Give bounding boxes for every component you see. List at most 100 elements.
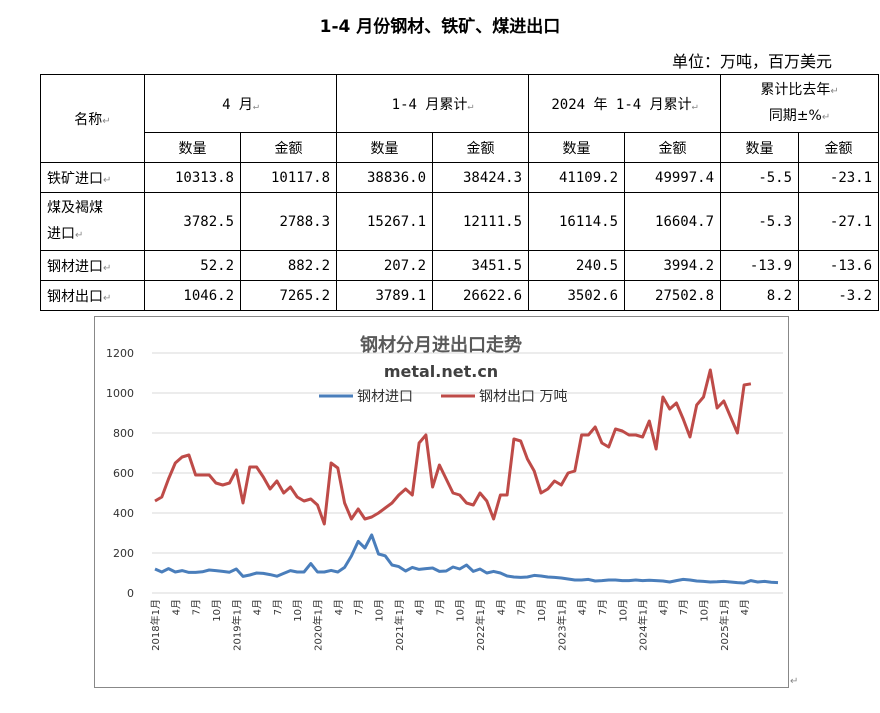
header-last-year: 2024 年 1-4 月累计↵ <box>528 74 722 133</box>
x-tick-label: 7月 <box>353 599 365 615</box>
header-month: 4 月↵ <box>143 74 338 133</box>
y-tick-label: 1200 <box>106 347 134 360</box>
cell: 16114.5 <box>528 192 626 251</box>
cell: -13.6 <box>798 250 880 281</box>
sub-qty: 数量 <box>144 132 241 163</box>
cell: 15267.1 <box>336 192 434 251</box>
sub-qty: 数量 <box>528 132 626 163</box>
x-tick-label: 2018年1月 <box>149 599 162 651</box>
header-cumulative: 1-4 月累计↵ <box>336 74 530 133</box>
line-chart: 0 200 400 600 800 1000 1200 钢材分月进出口走势 metal.net.… <box>106 334 783 651</box>
x-tick-label: 7月 <box>597 599 609 615</box>
sub-qty: 数量 <box>336 132 434 163</box>
cell: -5.5 <box>720 162 800 193</box>
paragraph-mark: ↵ <box>790 676 799 687</box>
sub-qty: 数量 <box>720 132 800 163</box>
sub-amt: 金额 <box>624 132 722 163</box>
x-tick-label: 10月 <box>455 599 467 622</box>
cell: 240.5 <box>528 250 626 281</box>
cell: -13.9 <box>720 250 800 281</box>
cell: 7265.2 <box>239 280 338 311</box>
x-tick-label: 2025年1月 <box>718 599 731 651</box>
cell: 207.2 <box>336 250 434 281</box>
table-row: 铁矿进口↵ 10313.8 10117.8 38836.0 38424.3 41… <box>40 162 880 193</box>
x-tick-label: 7月 <box>516 599 528 615</box>
cell: 882.2 <box>239 250 338 281</box>
page-title: 1-4 月份钢材、铁矿、煤进出口 <box>319 17 561 37</box>
series-line <box>154 368 752 526</box>
x-tick-label: 4月 <box>495 599 507 615</box>
table-row: 钢材进口↵ 52.2 882.2 207.2 3451.5 240.5 3994… <box>40 250 880 281</box>
x-tick-label: 4月 <box>252 599 264 615</box>
cell: -27.1 <box>798 192 880 251</box>
x-tick-label: 4月 <box>739 599 751 615</box>
cell: 3451.5 <box>432 250 530 281</box>
x-tick-label: 2020年1月 <box>312 599 325 651</box>
series-line <box>154 533 779 585</box>
cell: 2788.3 <box>239 192 338 251</box>
x-tick-label: 2024年1月 <box>637 599 650 651</box>
y-tick-label: 400 <box>113 507 134 520</box>
cell: 38836.0 <box>336 162 434 193</box>
x-tick-label: 10月 <box>292 599 304 622</box>
x-tick-label: 10月 <box>536 599 548 622</box>
x-tick-label: 10月 <box>699 599 711 622</box>
x-tick-label: 7月 <box>434 599 446 615</box>
x-tick-label: 2021年1月 <box>393 599 406 651</box>
cell: 12111.5 <box>432 192 530 251</box>
x-tick-label: 2019年1月 <box>230 599 243 651</box>
row-name: 钢材出口↵ <box>40 280 145 311</box>
cell: 27502.8 <box>624 280 722 311</box>
legend-entry: 钢材出口 万吨 <box>479 389 567 405</box>
x-tick-label: 2022年1月 <box>474 599 487 651</box>
cell: 10117.8 <box>239 162 338 193</box>
cell: -5.3 <box>720 192 800 251</box>
cell: 3789.1 <box>336 280 434 311</box>
watermark-text: metal.net.cn <box>384 362 498 381</box>
table-row: 煤及褐煤 进口↵ 3782.5 2788.3 15267.1 12111.5 16… <box>40 192 880 251</box>
x-tick-label: 4月 <box>333 599 345 615</box>
cell: 41109.2 <box>528 162 626 193</box>
trade-table: 名称↵ 4 月↵ 1-4 月累计↵ 2024 年 1-4 月累计↵ 累计比去年↵… <box>40 74 880 311</box>
x-tick-label: 7月 <box>272 599 284 615</box>
cell: -3.2 <box>798 280 880 311</box>
row-name: 煤及褐煤 进口↵ <box>40 192 145 251</box>
cell: 1046.2 <box>144 280 241 311</box>
header-yoy: 累计比去年↵ 同期±%↵ <box>720 74 880 133</box>
x-tick-label: 4月 <box>577 599 589 615</box>
sub-amt: 金额 <box>798 132 880 163</box>
x-tick-label: 7月 <box>678 599 690 615</box>
cell: -23.1 <box>798 162 880 193</box>
header-name: 名称↵ <box>40 74 145 163</box>
cell: 26622.6 <box>432 280 530 311</box>
cell: 8.2 <box>720 280 800 311</box>
x-tick-label: 7月 <box>191 599 203 615</box>
sub-amt: 金额 <box>432 132 530 163</box>
cell: 3502.6 <box>528 280 626 311</box>
x-tick-label: 10月 <box>617 599 629 622</box>
cell: 3782.5 <box>144 192 241 251</box>
chart-frame: 0 200 400 600 800 1000 1200 钢材分月进出口走势 metal.net.… <box>94 316 789 688</box>
x-tick-label: 10月 <box>374 599 386 622</box>
y-tick-label: 0 <box>127 587 134 600</box>
x-tick-label: 2023年1月 <box>555 599 568 651</box>
cell: 16604.7 <box>624 192 722 251</box>
x-tick-label: 10月 <box>211 599 223 622</box>
legend-entry: 钢材进口 <box>357 389 413 405</box>
cell: 38424.3 <box>432 162 530 193</box>
unit-label: 单位：万吨，百万美元 <box>671 52 832 71</box>
y-tick-label: 1000 <box>106 387 134 400</box>
row-name: 铁矿进口↵ <box>40 162 145 193</box>
y-tick-label: 200 <box>113 547 134 560</box>
x-tick-label: 4月 <box>658 599 670 615</box>
table-row: 钢材出口↵ 1046.2 7265.2 3789.1 26622.6 3502.… <box>40 280 880 311</box>
chart-title: 钢材分月进出口走势 <box>360 334 522 356</box>
cell: 52.2 <box>144 250 241 281</box>
x-tick-label: 4月 <box>414 599 426 615</box>
y-tick-label: 800 <box>113 427 134 440</box>
cell: 10313.8 <box>144 162 241 193</box>
y-tick-label: 600 <box>113 467 134 480</box>
sub-amt: 金额 <box>239 132 338 163</box>
row-name: 钢材进口↵ <box>40 250 145 281</box>
cell: 49997.4 <box>624 162 722 193</box>
